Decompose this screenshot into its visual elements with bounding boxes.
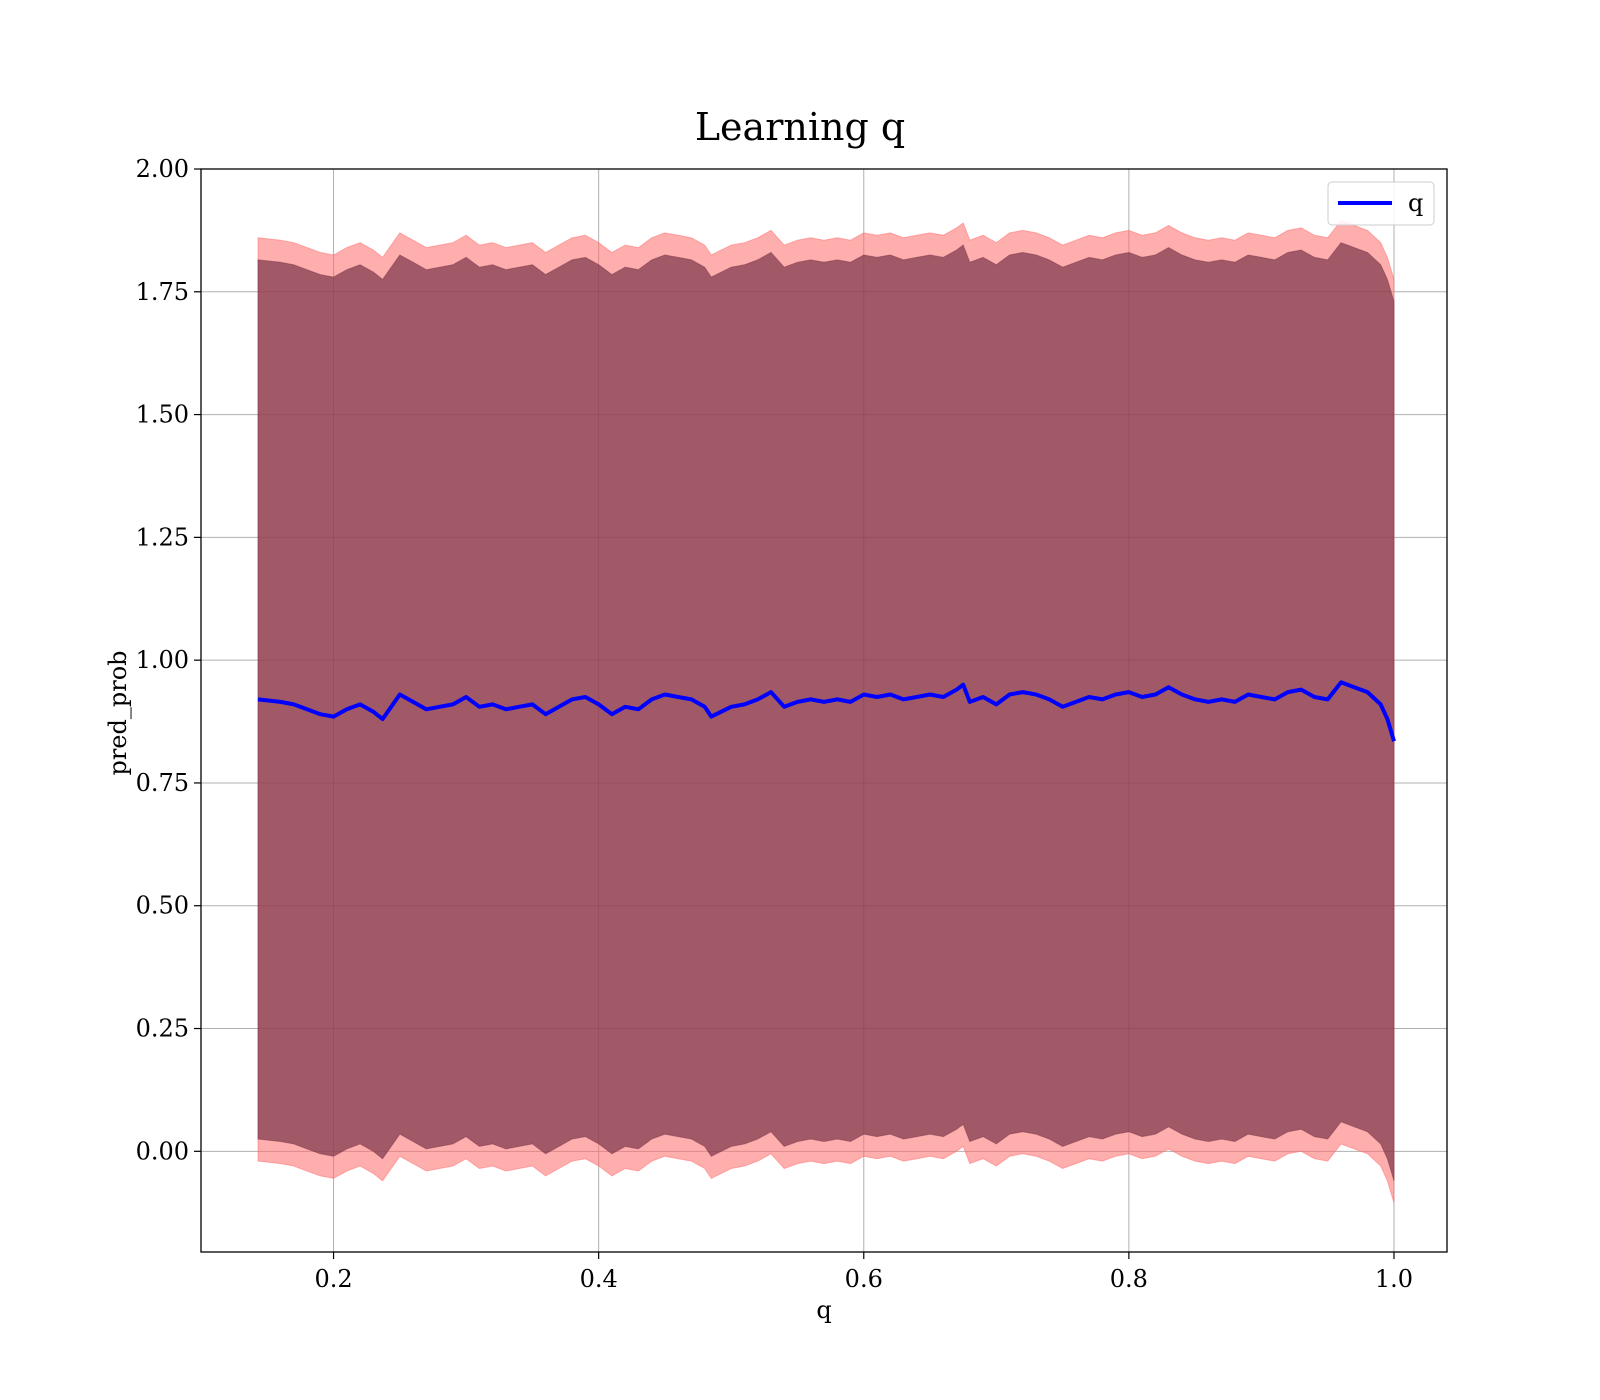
inner-band <box>257 242 1395 1181</box>
x-tick-label: 0.6 <box>845 1265 883 1293</box>
x-axis-label: q <box>816 1296 831 1324</box>
y-tick-label: 0.50 <box>136 892 189 920</box>
y-tick-label: 0.25 <box>136 1015 189 1043</box>
axes-frame <box>200 168 1448 1253</box>
y-tick-label: 1.75 <box>136 278 189 306</box>
series-line-q <box>257 680 1396 742</box>
legend-label-q: q <box>1408 189 1423 217</box>
plot-area: 0.00 0.25 0.50 0.75 1.00 1.25 1.50 1.75 2.00 0.2 0… <box>136 155 1448 1293</box>
y-tick-label: 2.00 <box>136 155 189 183</box>
x-tick-label: 0.8 <box>1110 1265 1148 1293</box>
y-tick-label: 1.50 <box>136 401 189 429</box>
x-tick-label: 1.0 <box>1375 1265 1413 1293</box>
y-tick-label: 1.00 <box>136 646 189 674</box>
x-tick-label: 0.2 <box>314 1265 352 1293</box>
y-tick-label: 0.00 <box>136 1137 189 1165</box>
x-tick-label: 0.4 <box>580 1265 618 1293</box>
y-tick-label: 1.25 <box>136 523 189 551</box>
legend: q <box>1327 181 1435 226</box>
y-tick-label: 0.75 <box>136 769 189 797</box>
chart-title: Learning q <box>695 105 905 149</box>
y-axis-label: pred_prob <box>104 650 132 775</box>
